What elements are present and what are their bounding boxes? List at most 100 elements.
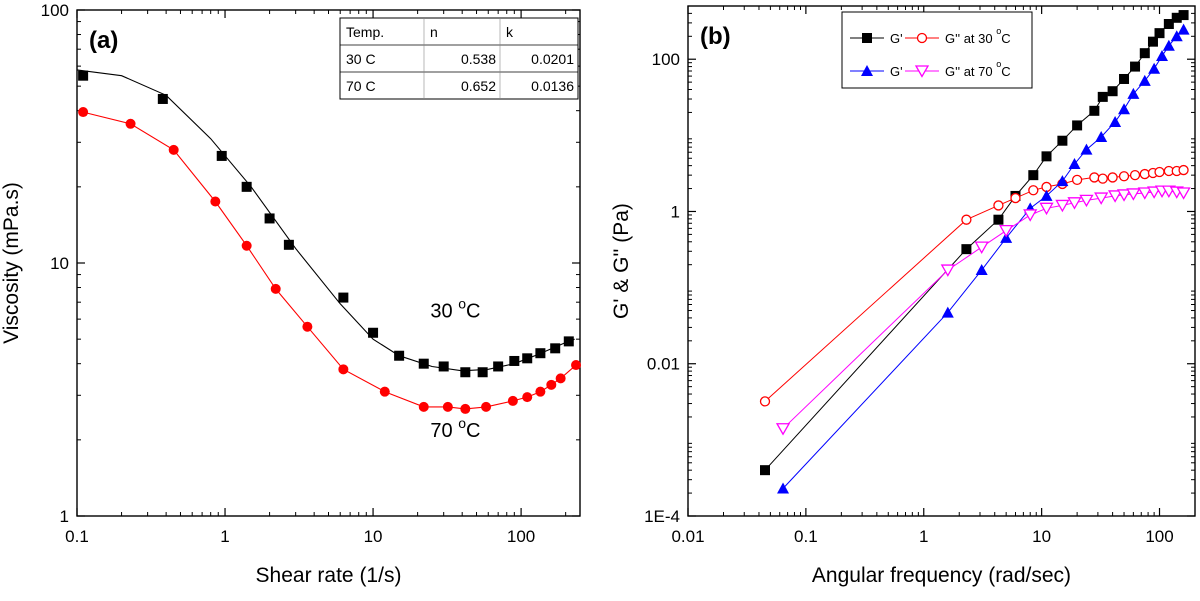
a-data-point [241, 240, 252, 251]
b-data-point [777, 482, 790, 494]
a-parameter-table: Temp. n k 30 C 0.538 0.0201 70 C 0.652 0.0136 [339, 17, 579, 100]
b-legend-marker [861, 65, 873, 76]
a-data-point [571, 360, 582, 371]
b-x-tick-label: 0.01 [671, 527, 704, 546]
b-y-tick-label: 0.01 [647, 355, 680, 374]
b-data-point [1138, 74, 1151, 86]
b-data-point [1041, 151, 1052, 162]
b-data-point [1178, 164, 1189, 176]
a-panel-label: (a) [89, 27, 118, 54]
a-data-point [338, 364, 349, 375]
a-data-point [78, 70, 89, 81]
a-x-tick-label: 1 [220, 527, 229, 546]
a-table-header-cell: n [430, 24, 438, 40]
a-table-header-cell: k [506, 24, 514, 40]
b-series-line [782, 29, 1184, 489]
b-data-point [1147, 186, 1162, 199]
a-data-point [418, 401, 429, 412]
b-data-point [1089, 172, 1100, 183]
b-data-point [993, 200, 1004, 211]
b-data-point [1130, 61, 1141, 72]
a-table-cell: 0.0201 [531, 51, 574, 67]
b-data-point [1118, 171, 1130, 182]
b-data-point [759, 396, 771, 407]
b-x-tick-label: 100 [1145, 527, 1173, 546]
a-data-point [264, 213, 275, 224]
a-label-70c: 70 oC [430, 415, 480, 442]
a-data-point [283, 239, 294, 250]
b-y-tick-label: 100 [652, 50, 680, 69]
b-data-point [1127, 87, 1140, 99]
a-data-point [522, 392, 533, 403]
b-data-point [1177, 23, 1190, 35]
b-data-point [999, 224, 1014, 238]
b-x-axis-title: Angular frequency (rad/sec) [812, 564, 1071, 587]
a-fit-line [76, 69, 575, 372]
b-data-point [1023, 209, 1038, 222]
b-panel-label: (b) [700, 23, 731, 50]
b-data-point [1171, 12, 1182, 23]
a-data-point [477, 367, 488, 378]
a-data-point [216, 150, 227, 161]
a-x-tick-label: 100 [507, 527, 535, 546]
a-y-axis-title: Viscosity (mPa.s) [0, 182, 23, 344]
a-data-point [418, 358, 429, 369]
a-data-point [535, 386, 546, 397]
a-data-point [535, 348, 546, 359]
a-data-point [338, 292, 349, 303]
b-data-point [1071, 174, 1083, 186]
b-data-point [759, 465, 770, 476]
a-data-point [522, 353, 533, 364]
a-data-point [438, 361, 449, 372]
a-data-point [210, 196, 221, 207]
b-data-point [1056, 175, 1069, 187]
b-data-point [1137, 187, 1152, 200]
b-data-point [1163, 19, 1174, 30]
b-data-point [1039, 202, 1054, 216]
b-x-tick-label: 10 [1032, 527, 1051, 546]
b-data-point [1154, 28, 1165, 39]
b-legend: G' G'' at 30 oC G' G'' at 70 oC [841, 11, 1033, 89]
a-data-point [442, 401, 453, 412]
b-data-point [961, 244, 972, 255]
b-data-point [1176, 187, 1191, 200]
b-data-point [1126, 188, 1141, 201]
b-data-point [1107, 172, 1118, 183]
b-data-point [975, 264, 988, 276]
b-data-point [1154, 166, 1165, 178]
b-legend-box [841, 11, 1033, 89]
b-data-point [1109, 115, 1122, 127]
b-data-point [1068, 158, 1081, 170]
a-table-cell: 70 C [346, 78, 376, 94]
b-data-point [1028, 170, 1039, 181]
a-table-cell: 0.652 [461, 78, 496, 94]
b-data-point [1156, 50, 1169, 62]
a-data-point [555, 373, 566, 384]
b-data-point [941, 306, 954, 318]
b-data-point [1040, 189, 1053, 201]
b-plot-frame [687, 5, 1196, 517]
b-x-tick-label: 0.1 [794, 527, 818, 546]
a-data-point [509, 355, 520, 366]
b-series-gdoubleprime-70c [775, 185, 1191, 436]
a-table-header-cell: Temp. [346, 24, 384, 40]
b-data-point [1057, 135, 1068, 146]
b-series-gprime-70c [777, 23, 1190, 494]
a-label-30c: 30 oC [430, 295, 480, 322]
a-data-point [460, 403, 471, 414]
b-legend-marker [916, 32, 928, 44]
a-x-tick-label: 10 [364, 527, 383, 546]
a-data-point [481, 401, 492, 412]
b-y-axis-title: G' & G'' (Pa) [610, 203, 633, 319]
a-data-point [302, 321, 313, 332]
b-data-point [1055, 199, 1070, 213]
b-data-point [1079, 194, 1094, 208]
b-data-point [1097, 91, 1108, 102]
a-data-point [379, 386, 390, 397]
a-y-tick-label: 1 [60, 507, 69, 526]
b-data-point [1107, 190, 1123, 203]
b-legend-label: G'' at 70 oC [945, 59, 1011, 79]
a-data-point [168, 144, 179, 155]
b-y-tick-label: 1 [671, 202, 680, 221]
